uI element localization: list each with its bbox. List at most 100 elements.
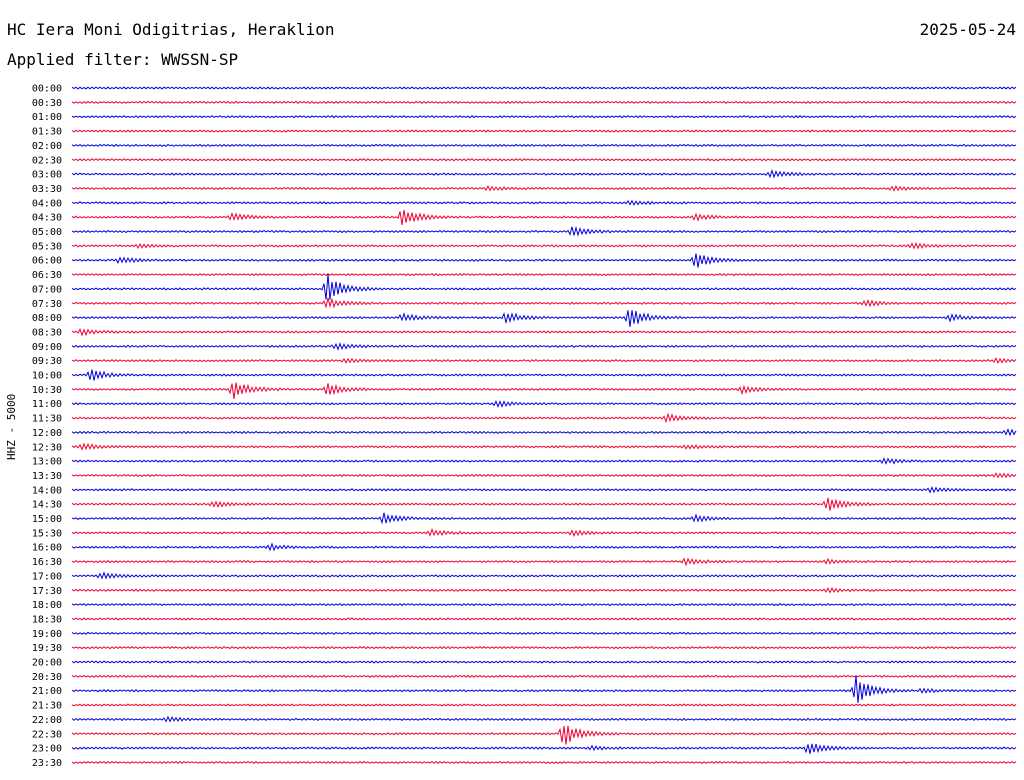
time-tick-label: 15:30 bbox=[32, 528, 62, 539]
time-tick-label: 15:00 bbox=[32, 514, 62, 525]
time-tick-label: 19:30 bbox=[32, 643, 62, 654]
time-tick-label: 21:30 bbox=[32, 701, 62, 712]
trace-line bbox=[71, 158, 1017, 162]
trace-line bbox=[71, 327, 1017, 337]
time-tick-label: 02:00 bbox=[32, 141, 62, 152]
trace-line bbox=[71, 369, 1017, 381]
time-tick-label: 07:30 bbox=[32, 299, 62, 310]
time-tick-label: 10:30 bbox=[32, 385, 62, 396]
trace-line bbox=[71, 512, 1017, 525]
trace-line bbox=[71, 675, 1017, 703]
trace-line bbox=[71, 485, 1017, 494]
time-tick-label: 18:30 bbox=[32, 614, 62, 625]
time-tick-label: 18:00 bbox=[32, 600, 62, 611]
time-tick-label: 22:00 bbox=[32, 715, 62, 726]
trace-line bbox=[71, 527, 1017, 538]
time-tick-label: 02:30 bbox=[32, 155, 62, 166]
trace-line bbox=[71, 725, 1017, 745]
trace-line bbox=[71, 272, 1017, 277]
time-tick-label: 12:00 bbox=[32, 428, 62, 439]
trace-line bbox=[71, 115, 1017, 119]
time-tick-label: 17:30 bbox=[32, 586, 62, 597]
time-tick-label: 16:00 bbox=[32, 543, 62, 554]
trace-line bbox=[71, 274, 1017, 300]
time-tick-label: 19:00 bbox=[32, 629, 62, 640]
time-tick-label: 10:00 bbox=[32, 371, 62, 382]
trace-line bbox=[71, 703, 1017, 707]
trace-line bbox=[71, 100, 1017, 105]
trace-line bbox=[71, 743, 1017, 754]
trace-line bbox=[71, 209, 1017, 226]
time-tick-label: 23:30 bbox=[32, 758, 62, 769]
time-tick-label: 23:00 bbox=[32, 744, 62, 755]
trace-line bbox=[71, 472, 1017, 479]
trace-line bbox=[71, 586, 1017, 594]
time-tick-label: 03:30 bbox=[32, 184, 62, 195]
trace-line bbox=[71, 497, 1017, 511]
trace-line bbox=[71, 400, 1017, 409]
time-tick-label: 09:30 bbox=[32, 356, 62, 367]
trace-line bbox=[71, 660, 1017, 664]
time-tick-label: 05:30 bbox=[32, 241, 62, 252]
time-tick-label: 14:00 bbox=[32, 485, 62, 496]
trace-line bbox=[71, 310, 1017, 327]
trace-line bbox=[71, 542, 1017, 552]
time-tick-label: 13:30 bbox=[32, 471, 62, 482]
time-tick-label: 21:00 bbox=[32, 686, 62, 697]
trace-line bbox=[71, 86, 1017, 90]
time-tick-label: 04:00 bbox=[32, 198, 62, 209]
trace-line bbox=[71, 412, 1017, 424]
filter-label: Applied filter: WWSSN-SP bbox=[7, 50, 239, 69]
trace-line bbox=[71, 457, 1017, 465]
trace-line bbox=[71, 382, 1017, 400]
trace-line bbox=[71, 342, 1017, 351]
date-label: 2025-05-24 bbox=[919, 20, 1016, 39]
time-tick-label: 17:00 bbox=[32, 571, 62, 582]
trace-line bbox=[71, 199, 1017, 206]
trace-line bbox=[71, 242, 1017, 250]
time-tick-label: 11:30 bbox=[32, 414, 62, 425]
trace-line bbox=[71, 674, 1017, 679]
trace-line bbox=[71, 631, 1017, 635]
time-tick-label: 06:30 bbox=[32, 270, 62, 281]
trace-line bbox=[71, 129, 1017, 133]
time-tick-label: 04:30 bbox=[32, 213, 62, 224]
time-tick-label: 12:30 bbox=[32, 442, 62, 453]
trace-line bbox=[71, 184, 1017, 192]
time-tick-label: 13:00 bbox=[32, 457, 62, 468]
time-tick-label: 00:30 bbox=[32, 98, 62, 109]
trace-line bbox=[71, 428, 1017, 437]
time-tick-label: 08:00 bbox=[32, 313, 62, 324]
tick-labels: 00:00 00:30 01:00 01:30 02:00 02:30 03:00 03:30… bbox=[32, 84, 62, 769]
time-tick-label: 01:30 bbox=[32, 127, 62, 138]
trace-line bbox=[71, 442, 1017, 451]
station-title: HC Iera Moni Odigitrias, Heraklion bbox=[7, 20, 335, 39]
time-tick-label: 11:00 bbox=[32, 399, 62, 410]
trace-line bbox=[71, 715, 1017, 723]
time-tick-label: 22:30 bbox=[32, 729, 62, 740]
trace-line bbox=[71, 143, 1017, 148]
time-tick-label: 20:00 bbox=[32, 658, 62, 669]
time-tick-label: 06:00 bbox=[32, 256, 62, 267]
time-tick-label: 07:00 bbox=[32, 284, 62, 295]
trace-line bbox=[71, 253, 1017, 268]
time-tick-label: 05:00 bbox=[32, 227, 62, 238]
trace-line bbox=[71, 760, 1017, 765]
time-tick-label: 08:30 bbox=[32, 327, 62, 338]
time-tick-label: 01:00 bbox=[32, 112, 62, 123]
time-tick-label: 14:30 bbox=[32, 500, 62, 511]
time-tick-label: 16:30 bbox=[32, 557, 62, 568]
time-tick-label: 20:30 bbox=[32, 672, 62, 683]
trace-line bbox=[71, 645, 1017, 650]
time-tick-label: 00:00 bbox=[32, 84, 62, 95]
trace-line bbox=[71, 602, 1017, 607]
traces bbox=[71, 86, 1017, 765]
time-tick-label: 03:00 bbox=[32, 170, 62, 181]
trace-line bbox=[71, 357, 1017, 365]
trace-line bbox=[71, 617, 1017, 621]
trace-line bbox=[71, 168, 1017, 179]
trace-line bbox=[71, 226, 1017, 237]
trace-line bbox=[71, 571, 1017, 580]
time-tick-label: 09:00 bbox=[32, 342, 62, 353]
